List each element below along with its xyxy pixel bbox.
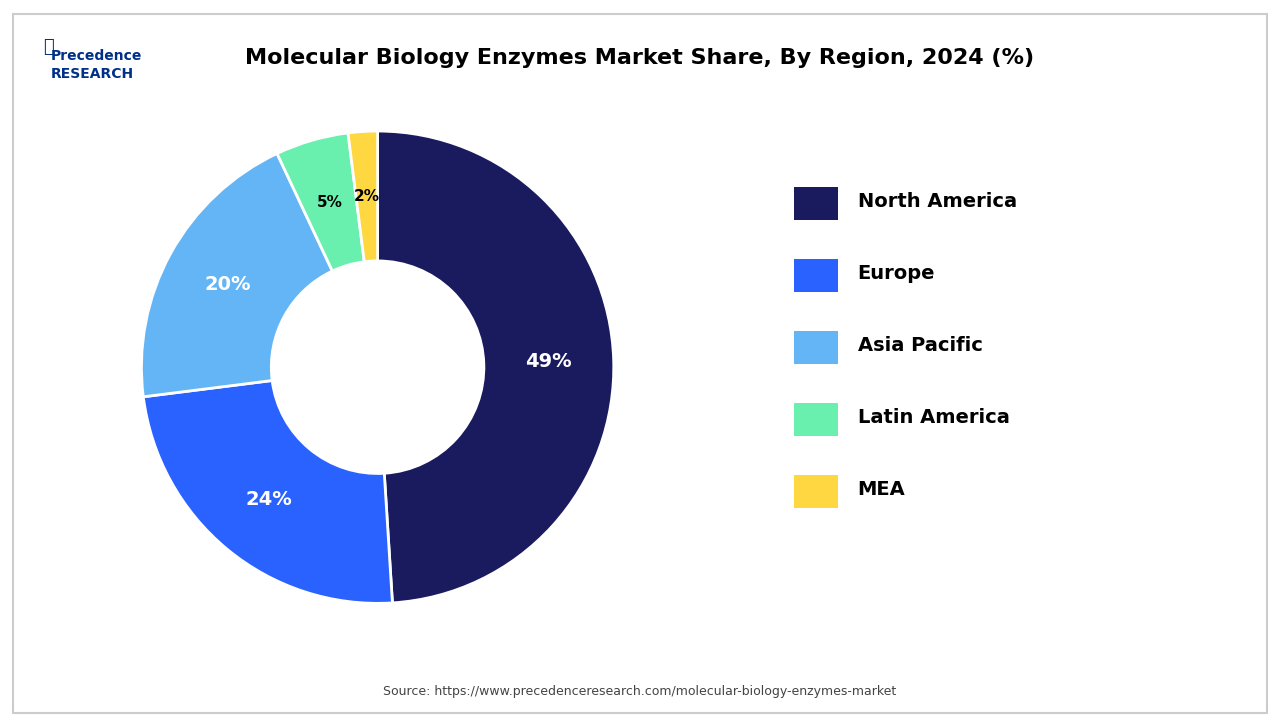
- Wedge shape: [143, 380, 393, 603]
- Text: Asia Pacific: Asia Pacific: [858, 336, 983, 355]
- Text: 24%: 24%: [244, 490, 292, 508]
- Text: Latin America: Latin America: [858, 408, 1010, 427]
- Text: 𝐏: 𝐏: [44, 37, 54, 55]
- Wedge shape: [142, 153, 333, 397]
- Wedge shape: [276, 133, 365, 271]
- Text: Precedence
RESEARCH: Precedence RESEARCH: [51, 48, 142, 81]
- Text: 5%: 5%: [317, 195, 343, 210]
- Text: 20%: 20%: [205, 275, 251, 294]
- Text: North America: North America: [858, 192, 1016, 211]
- Wedge shape: [348, 131, 378, 262]
- Text: Europe: Europe: [858, 264, 936, 283]
- Text: Molecular Biology Enzymes Market Share, By Region, 2024 (%): Molecular Biology Enzymes Market Share, …: [246, 48, 1034, 68]
- Wedge shape: [378, 131, 613, 603]
- Text: MEA: MEA: [858, 480, 905, 499]
- Text: 2%: 2%: [353, 189, 380, 204]
- Text: Source: https://www.precedenceresearch.com/molecular-biology-enzymes-market: Source: https://www.precedenceresearch.c…: [384, 685, 896, 698]
- Text: 49%: 49%: [525, 352, 572, 372]
